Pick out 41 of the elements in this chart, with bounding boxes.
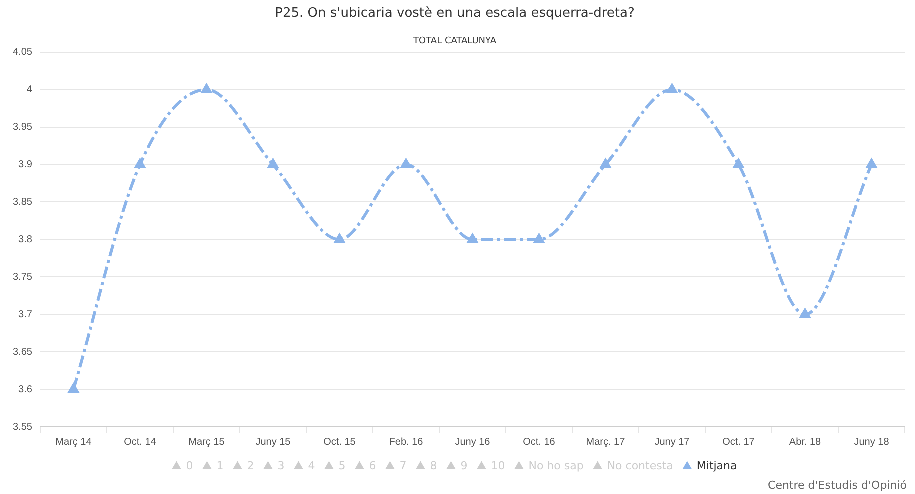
- y-tick-label: 3.65: [12, 346, 33, 358]
- y-tick-label: 3.55: [12, 422, 33, 433]
- y-tick-label: 3.7: [18, 309, 33, 320]
- y-tick-label: 3.6: [18, 384, 33, 396]
- x-tick-label: Juny 15: [256, 436, 292, 448]
- legend-label: Mitjana: [696, 459, 738, 472]
- x-tick-label: Juny 16: [455, 436, 491, 448]
- y-tick-label: 3.95: [12, 122, 33, 134]
- point: [534, 234, 544, 244]
- x-tick-label: Oct. 14: [124, 436, 157, 448]
- x-tick-label: Oct. 16: [523, 436, 556, 448]
- text: Centre d'Estudis d'Opinió: [768, 479, 907, 492]
- y-tick-label: 3.75: [12, 272, 33, 283]
- y-tick-label: 3.8: [18, 234, 33, 246]
- y-tick-label: 3.9: [18, 160, 33, 171]
- y-tick-label: 4: [26, 84, 33, 96]
- x-tick-label: Març 15: [188, 436, 226, 448]
- point: [600, 159, 611, 168]
- point: [734, 159, 744, 168]
- point: [68, 384, 79, 394]
- point: [800, 309, 810, 318]
- point: [268, 159, 278, 168]
- point: [667, 84, 678, 94]
- x-tick-label: Abr. 18: [789, 436, 822, 448]
- x-tick-label: Oct. 15: [324, 436, 356, 448]
- x-tick-label: Feb. 16: [389, 436, 424, 448]
- y-tick-label: 4.05: [12, 47, 33, 58]
- x-tick-label: Juny 17: [654, 436, 690, 448]
- point: [202, 84, 212, 94]
- chart-title: P25. On s'ubicaria vostè en una escala esquerra-dreta?: [275, 6, 635, 22]
- chart-subtitle: TOTAL CATALUNYA: [412, 36, 498, 46]
- point: [334, 234, 345, 244]
- x-tick-label: Març. 17: [586, 436, 626, 448]
- point: [401, 159, 412, 168]
- x-tick-label: Oct. 17: [722, 436, 756, 448]
- point: [468, 234, 478, 244]
- point: [135, 159, 146, 168]
- point: [866, 159, 877, 168]
- x-tick-label: Juny 18: [854, 436, 890, 448]
- y-tick-label: 3.85: [12, 196, 33, 208]
- x-tick-label: Març 14: [56, 436, 92, 448]
